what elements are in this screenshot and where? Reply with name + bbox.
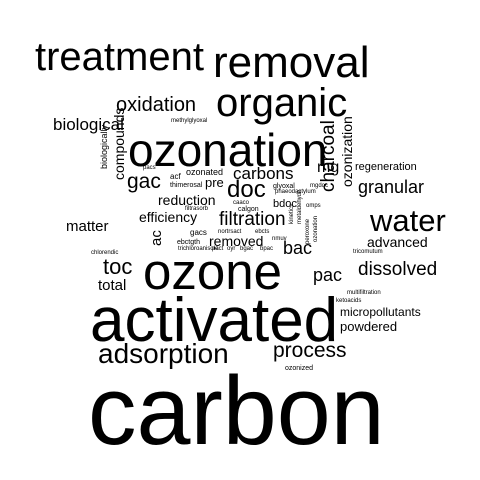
- word-advanced: advanced: [367, 234, 428, 250]
- word-activated: activated: [90, 286, 339, 355]
- word-gac: gac: [127, 170, 161, 193]
- word-water: water: [370, 203, 446, 238]
- word-compounds: compounds: [111, 107, 127, 180]
- word-doc: doc: [227, 176, 266, 203]
- word-pac: pac: [313, 265, 343, 285]
- word-chlorendic: chlorendic: [91, 250, 119, 256]
- word-gacs: gacs: [190, 228, 207, 237]
- word-ozonization: ozonization: [339, 116, 355, 187]
- word-removal: removal: [213, 38, 370, 87]
- word-bgac: bgac: [240, 246, 254, 252]
- word-bac: bac: [283, 238, 313, 258]
- word-omps: omps: [306, 203, 321, 209]
- word-peroxone: peroxone: [305, 218, 311, 244]
- word-pact: pact: [212, 246, 224, 252]
- word-reduction: reduction: [158, 192, 216, 208]
- word-trichloroanisole: trichloroanisole: [178, 246, 219, 252]
- word-process: process: [273, 339, 347, 362]
- word-ozonized: ozonized: [285, 365, 314, 372]
- word-micropollutants: micropollutants: [340, 305, 421, 319]
- word-ketoacids: ketoacids: [336, 298, 362, 304]
- word-organic: organic: [216, 81, 348, 125]
- word-total: total: [98, 277, 127, 294]
- word-glyoxal: glyoxal: [273, 183, 295, 190]
- word-pre: pre: [205, 175, 224, 190]
- word-bpac: bpac: [260, 246, 274, 252]
- word-multifiltration: multifiltration: [347, 290, 381, 296]
- word-dissolved: dissolved: [358, 259, 438, 280]
- word-granular: granular: [358, 177, 425, 197]
- word-calgon: calgon: [238, 206, 259, 213]
- word-metaldehyde: metaldehyde: [297, 189, 303, 224]
- word-charcoal: charcoal: [318, 120, 339, 192]
- word-oyr: oyr: [227, 246, 236, 252]
- word-removed: removed: [209, 233, 264, 249]
- word-ac: ac: [148, 230, 165, 246]
- word-biological: biological: [53, 115, 124, 134]
- word-nmuv: nmuv: [272, 236, 287, 242]
- word-kinetics: kinetics: [289, 203, 295, 224]
- word-biologically: biologically: [99, 124, 109, 169]
- word-thimerosal: thimerosal: [170, 182, 203, 189]
- word-acf: acf: [170, 172, 181, 181]
- word-efficiency: efficiency: [139, 209, 198, 225]
- word-matter: matter: [66, 218, 109, 235]
- word-regeneration: regeneration: [355, 161, 417, 173]
- word-toc: toc: [103, 254, 133, 279]
- word-ozone: ozone: [143, 243, 282, 300]
- word-ebctgth: ebctgth: [177, 239, 200, 246]
- word-filtration: filtration: [219, 209, 286, 230]
- word-tricomutum: tricomutum: [353, 249, 383, 255]
- word-phaeodactylum: phaeodactylum: [275, 189, 316, 195]
- word-mg: mg: [317, 159, 340, 176]
- word-mgdoc: mgdoc: [310, 183, 329, 189]
- word-adsorption: adsorption: [98, 338, 229, 369]
- word-methylglyoxal: methylglyoxal: [171, 118, 208, 124]
- word-filtrasorb: filtrasorb: [185, 206, 209, 212]
- word-ozonation: ozonation: [128, 124, 328, 176]
- word-ebcts: ebcts: [255, 229, 270, 235]
- word-ozonation-small: ozonation: [313, 215, 319, 242]
- word-carbons: carbons: [233, 164, 294, 183]
- word-caaco: caaco: [233, 200, 250, 206]
- word-oxidation: oxidation: [116, 94, 197, 116]
- word-bdoc: bdoc: [273, 198, 297, 210]
- word-treatment: treatment: [35, 35, 204, 79]
- word-carbon: carbon: [88, 356, 385, 465]
- word-pacs: pacs: [143, 165, 156, 171]
- word-nortrsact: nortrsact: [218, 229, 242, 235]
- word-powdered: powdered: [340, 319, 398, 334]
- word-ozonated: ozonated: [186, 167, 224, 177]
